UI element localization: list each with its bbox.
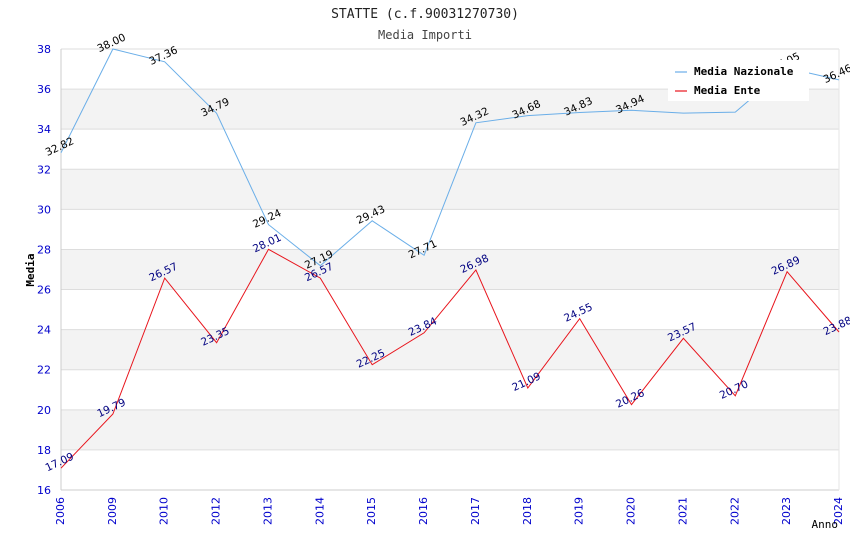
axes bbox=[60, 49, 840, 491]
x-tick-label: 2023 bbox=[780, 497, 793, 525]
y-axis-label: Media bbox=[24, 253, 37, 286]
x-tick-label: 2015 bbox=[365, 497, 378, 525]
chart-title: STATTE (c.f.90031270730) bbox=[331, 7, 519, 22]
grid-band bbox=[61, 289, 839, 330]
x-tick-label: 2016 bbox=[417, 497, 430, 525]
y-tick-label: 18 bbox=[37, 444, 51, 457]
legend: Media Nazionale Media Ente bbox=[668, 60, 809, 101]
x-tick-label: 2024 bbox=[832, 497, 845, 525]
y-tick-label: 34 bbox=[37, 123, 51, 136]
y-tick-label: 30 bbox=[37, 203, 51, 216]
x-tick-label: 2017 bbox=[469, 497, 482, 525]
series-line-media-ente bbox=[60, 248, 840, 469]
y-tick-label: 28 bbox=[37, 243, 51, 256]
x-tick-label: 2022 bbox=[728, 497, 741, 525]
legend-label-media-nazionale: Media Nazionale bbox=[694, 65, 794, 78]
x-tick-label: 2021 bbox=[676, 497, 689, 525]
grid-bands bbox=[61, 49, 839, 490]
chart-subtitle: Media Importi bbox=[378, 28, 472, 42]
y-tick-label: 16 bbox=[37, 484, 51, 497]
grid-band bbox=[61, 449, 839, 490]
y-tick-label: 20 bbox=[37, 404, 51, 417]
grid-band bbox=[61, 409, 839, 450]
x-tick-label: 2013 bbox=[261, 497, 274, 525]
x-tick-label: 2019 bbox=[573, 497, 586, 525]
y-tick-label: 36 bbox=[37, 83, 51, 96]
x-tick-label: 2010 bbox=[158, 497, 171, 525]
series-line-media-nazionale bbox=[60, 48, 840, 267]
x-tick-label: 2018 bbox=[521, 497, 534, 525]
legend-box bbox=[668, 60, 809, 101]
series-lines bbox=[60, 48, 840, 469]
x-axis-label: Anno bbox=[812, 518, 839, 531]
grid-band bbox=[61, 329, 839, 370]
y-tick-label: 38 bbox=[37, 43, 51, 56]
grid-band bbox=[61, 209, 839, 250]
grid-band bbox=[61, 129, 839, 170]
y-tick-label: 22 bbox=[37, 364, 51, 377]
x-tick-label: 2006 bbox=[54, 497, 67, 525]
x-tick-label: 2014 bbox=[313, 497, 326, 525]
x-tick-label: 2012 bbox=[210, 497, 223, 525]
y-tick-label: 26 bbox=[37, 284, 51, 297]
grid-band bbox=[61, 249, 839, 290]
y-tick-label: 32 bbox=[37, 163, 51, 176]
x-tick-label: 2009 bbox=[106, 497, 119, 525]
x-tick-label: 2020 bbox=[625, 497, 638, 525]
grid-band bbox=[61, 369, 839, 410]
y-tick-label: 24 bbox=[37, 324, 51, 337]
legend-label-media-ente: Media Ente bbox=[694, 84, 761, 97]
